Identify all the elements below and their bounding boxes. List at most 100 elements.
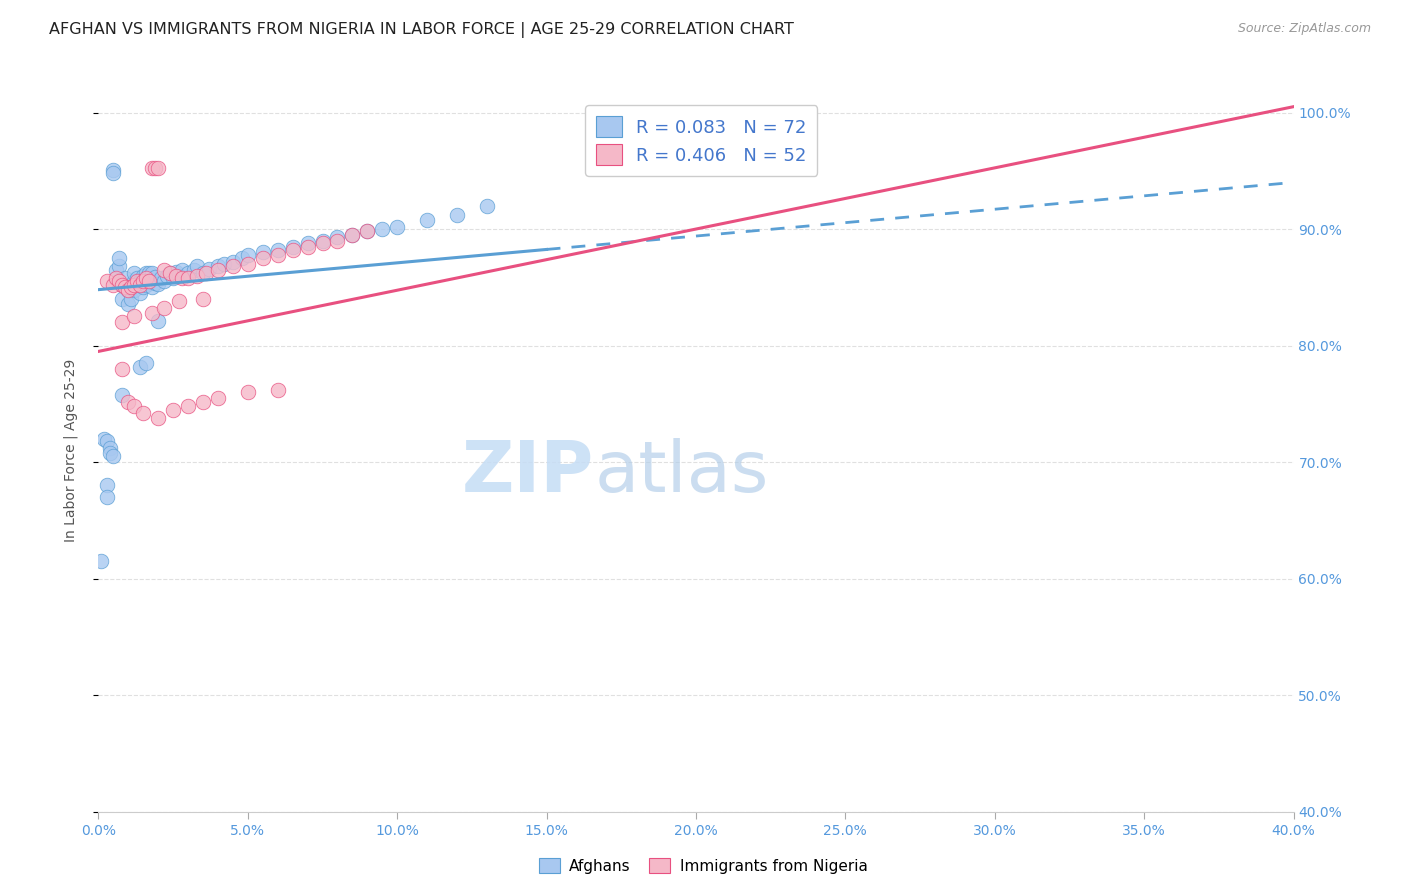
Point — [177, 271, 200, 285]
Point — [143, 276, 166, 290]
Point — [252, 251, 274, 265]
Point — [132, 406, 155, 420]
Point — [342, 227, 364, 242]
Point — [103, 450, 125, 464]
Point — [129, 277, 152, 292]
Point — [311, 235, 333, 250]
Point — [191, 266, 214, 280]
Point — [98, 446, 122, 460]
Point — [153, 263, 176, 277]
Point — [96, 490, 118, 504]
Point — [207, 260, 229, 274]
Point — [114, 280, 136, 294]
Point — [108, 260, 131, 274]
Point — [127, 271, 149, 285]
Point — [207, 263, 229, 277]
Point — [129, 275, 152, 289]
Point — [138, 275, 160, 289]
Point — [111, 315, 134, 329]
Point — [475, 199, 498, 213]
Point — [416, 212, 439, 227]
Point — [103, 162, 125, 177]
Point — [222, 254, 245, 268]
Text: Source: ZipAtlas.com: Source: ZipAtlas.com — [1237, 22, 1371, 36]
Point — [236, 385, 259, 400]
Point — [105, 271, 128, 285]
Point — [117, 283, 139, 297]
Point — [191, 394, 214, 409]
Point — [297, 239, 319, 253]
Point — [108, 251, 131, 265]
Point — [148, 277, 170, 291]
Point — [127, 277, 149, 291]
Point — [114, 271, 136, 285]
Point — [150, 271, 173, 285]
Point — [186, 268, 208, 283]
Point — [183, 263, 205, 277]
Point — [156, 268, 179, 283]
Point — [297, 235, 319, 250]
Point — [172, 271, 194, 285]
Point — [108, 275, 131, 289]
Point — [212, 257, 235, 271]
Point — [135, 356, 157, 370]
Point — [141, 266, 163, 280]
Point — [195, 266, 218, 280]
Point — [236, 248, 259, 262]
Point — [281, 239, 304, 253]
Point — [267, 248, 290, 262]
Point — [111, 387, 134, 401]
Point — [207, 391, 229, 405]
Point — [342, 227, 364, 242]
Point — [124, 283, 146, 297]
Point — [143, 269, 166, 284]
Point — [111, 292, 134, 306]
Point — [111, 277, 134, 292]
Point — [135, 277, 157, 292]
Point — [93, 432, 115, 446]
Point — [138, 275, 160, 289]
Point — [148, 314, 170, 328]
Point — [129, 286, 152, 301]
Point — [111, 277, 134, 292]
Point — [141, 306, 163, 320]
Point — [111, 362, 134, 376]
Point — [356, 224, 378, 238]
Point — [311, 234, 333, 248]
Point — [129, 359, 152, 374]
Point — [96, 434, 118, 449]
Point — [267, 383, 290, 397]
Point — [124, 275, 146, 289]
Point — [236, 257, 259, 271]
Point — [191, 292, 214, 306]
Point — [103, 166, 125, 180]
Point — [162, 271, 184, 285]
Point — [127, 275, 149, 289]
Legend: Afghans, Immigrants from Nigeria: Afghans, Immigrants from Nigeria — [533, 852, 873, 880]
Point — [124, 399, 146, 413]
Point — [132, 268, 155, 283]
Point — [326, 230, 349, 244]
Point — [267, 243, 290, 257]
Point — [198, 261, 221, 276]
Point — [148, 161, 170, 176]
Point — [117, 283, 139, 297]
Point — [96, 275, 118, 289]
Point — [105, 263, 128, 277]
Point — [153, 275, 176, 289]
Point — [90, 554, 112, 568]
Point — [165, 268, 187, 283]
Legend: R = 0.083   N = 72, R = 0.406   N = 52: R = 0.083 N = 72, R = 0.406 N = 52 — [585, 105, 817, 176]
Point — [124, 266, 146, 280]
Point — [141, 161, 163, 176]
Point — [135, 266, 157, 280]
Point — [132, 280, 155, 294]
Point — [138, 266, 160, 280]
Y-axis label: In Labor Force | Age 25-29: In Labor Force | Age 25-29 — [63, 359, 77, 542]
Point — [132, 275, 155, 289]
Point — [356, 224, 378, 238]
Point — [143, 161, 166, 176]
Point — [231, 251, 253, 265]
Point — [103, 277, 125, 292]
Text: AFGHAN VS IMMIGRANTS FROM NIGERIA IN LABOR FORCE | AGE 25-29 CORRELATION CHART: AFGHAN VS IMMIGRANTS FROM NIGERIA IN LAB… — [49, 22, 794, 38]
